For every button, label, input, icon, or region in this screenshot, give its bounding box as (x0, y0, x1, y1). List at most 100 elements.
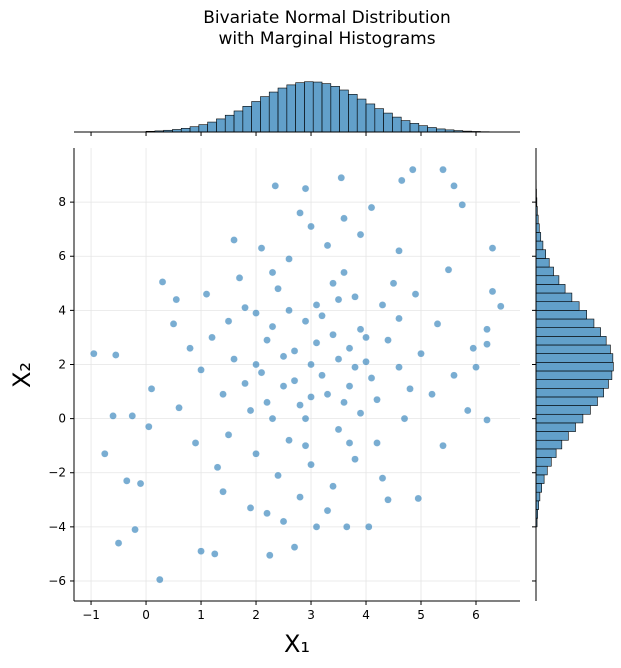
histogram-bar (330, 86, 340, 133)
point (395, 247, 403, 255)
point (307, 222, 315, 231)
point (246, 406, 255, 415)
point (340, 268, 348, 277)
point (274, 284, 282, 293)
histogram-bar (304, 81, 314, 133)
point (400, 414, 409, 423)
x-tick-label: 3 (307, 608, 315, 622)
y-tick-label: −4 (48, 520, 66, 534)
histogram-bar (180, 127, 191, 133)
histogram-bar (535, 318, 595, 328)
point (472, 363, 480, 371)
point (307, 360, 315, 369)
point (89, 349, 98, 358)
point (340, 214, 348, 223)
point (128, 412, 137, 420)
point (351, 293, 359, 301)
point (252, 449, 260, 458)
histogram-bar (535, 379, 609, 389)
point (285, 436, 293, 445)
point (213, 463, 222, 472)
point (197, 547, 205, 556)
point (172, 295, 181, 304)
point (279, 382, 288, 390)
y-tick-label: 8 (58, 195, 66, 209)
histogram-bar (535, 422, 576, 432)
histogram-bar (535, 483, 542, 493)
point (329, 330, 337, 339)
histogram-bar (356, 98, 367, 133)
point (345, 344, 354, 353)
point (122, 477, 131, 485)
point (210, 550, 219, 558)
point (290, 347, 299, 355)
point (208, 333, 216, 342)
point (301, 317, 310, 325)
point (323, 241, 332, 250)
point (367, 374, 376, 382)
point (279, 352, 288, 361)
point (356, 325, 365, 334)
histogram-bar (535, 431, 569, 441)
y-tick-label: 2 (58, 357, 66, 371)
point (285, 255, 293, 263)
histogram-bar (321, 83, 332, 133)
point (268, 322, 277, 331)
histogram-bar (535, 457, 552, 467)
point (378, 474, 387, 482)
point (373, 395, 381, 404)
point (469, 344, 478, 353)
point (202, 290, 211, 298)
point (397, 176, 406, 185)
point (439, 441, 447, 450)
point (463, 406, 472, 415)
point (433, 320, 442, 328)
histogram-bar (535, 439, 563, 450)
point (364, 523, 373, 531)
point (356, 230, 365, 239)
point (169, 320, 178, 328)
point (241, 303, 249, 312)
point (356, 409, 365, 417)
histogram-bar (535, 370, 613, 380)
histogram-bar (348, 94, 358, 133)
point (301, 414, 310, 423)
point (323, 390, 332, 399)
x-tick-label: 1 (197, 608, 205, 622)
point (483, 416, 491, 424)
point (496, 302, 505, 311)
histogram-bar (535, 362, 614, 372)
point (241, 379, 249, 388)
histogram-bar (535, 240, 544, 251)
point (439, 165, 447, 174)
point (296, 401, 304, 409)
histogram-bar (535, 396, 598, 406)
point (329, 482, 337, 491)
point (483, 325, 491, 334)
histogram-bar (392, 116, 402, 133)
point (230, 355, 238, 363)
histogram-bar (535, 301, 580, 311)
point (334, 295, 343, 304)
y-tick-label: −2 (48, 466, 66, 480)
point (301, 184, 310, 193)
point (224, 431, 233, 439)
point (290, 543, 299, 551)
point (155, 575, 164, 584)
x-tick-label: −1 (82, 608, 100, 622)
histogram-bar (268, 91, 279, 133)
histogram-bar (295, 82, 305, 133)
histogram-bar (233, 110, 244, 133)
histogram-bar (535, 474, 545, 484)
histogram-bar (286, 84, 296, 133)
point (395, 314, 403, 323)
point (246, 504, 255, 512)
chart-title: Bivariate Normal Distribution with Margi… (203, 8, 451, 49)
x-tick-label: 0 (142, 608, 150, 622)
histogram-bar (427, 127, 437, 133)
point (334, 355, 343, 363)
point (340, 398, 348, 407)
point (252, 360, 260, 369)
y-tick-label: −6 (48, 574, 66, 588)
